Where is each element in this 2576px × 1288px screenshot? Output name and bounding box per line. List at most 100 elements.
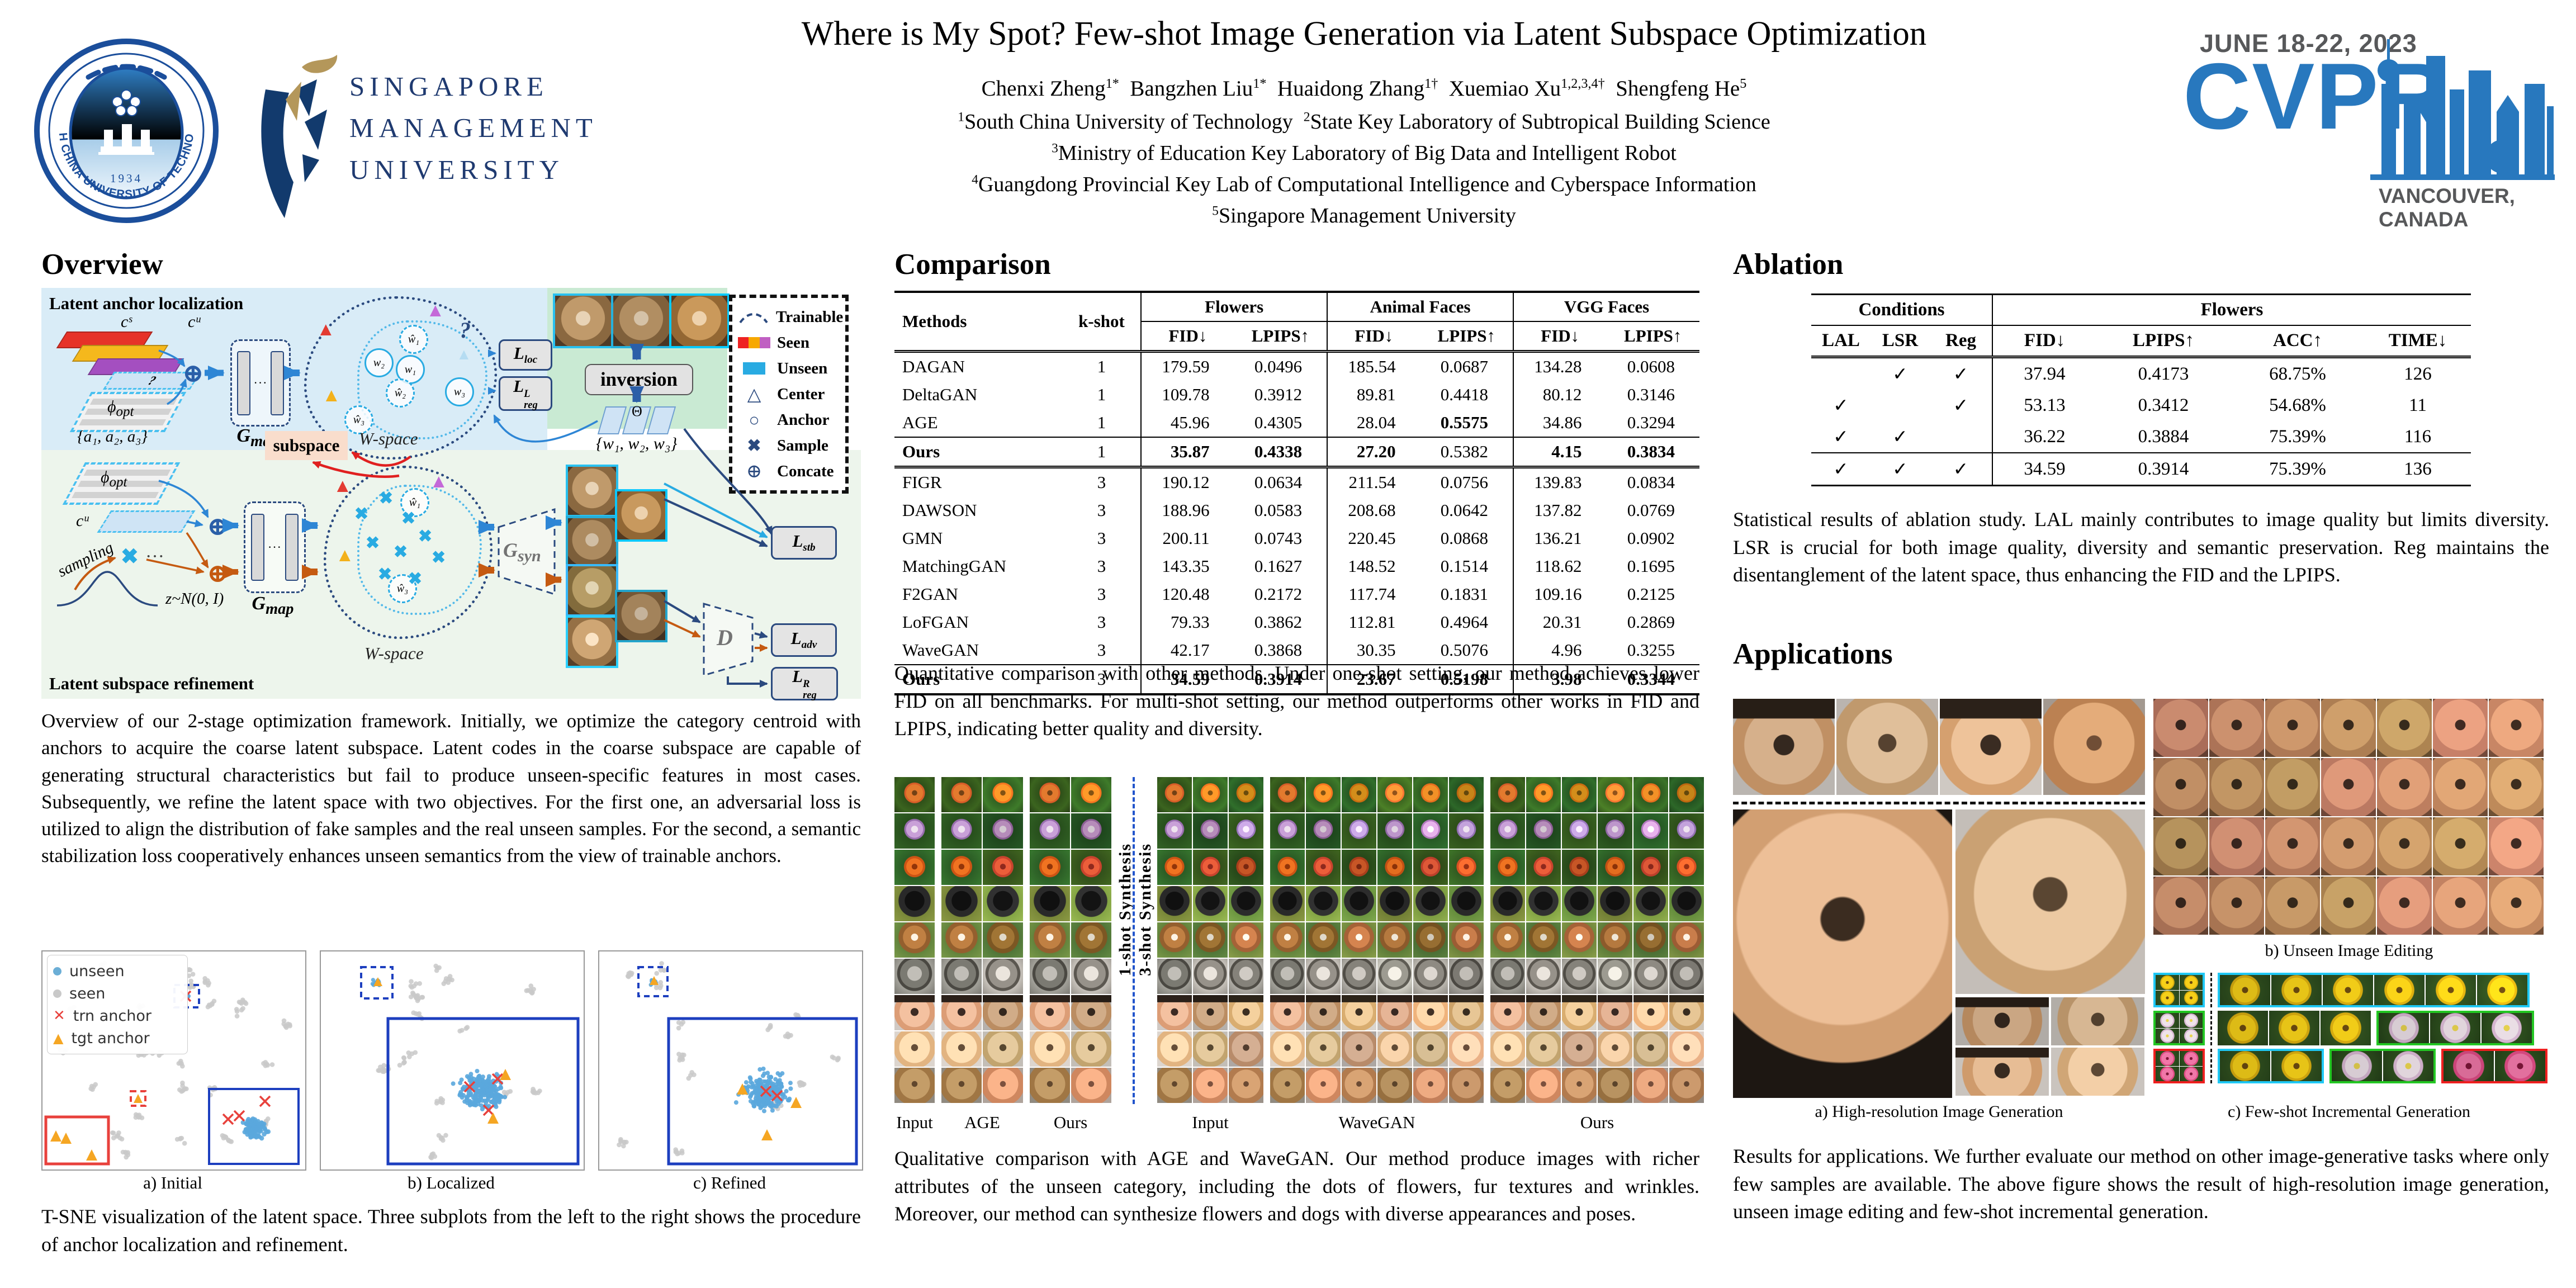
result-image xyxy=(1342,813,1376,849)
center-marker-yellow2: ▲ xyxy=(335,545,354,566)
result-image xyxy=(1306,922,1341,958)
result-image xyxy=(1526,959,1561,994)
incremental-result-image xyxy=(2383,1051,2433,1081)
edited-face-image xyxy=(2489,758,2544,816)
result-image xyxy=(1193,959,1228,994)
seen-dot-icon xyxy=(53,989,61,998)
result-image xyxy=(1526,813,1561,849)
comparison-table: Methods k-shot Flowers Animal Faces VGG Face… xyxy=(894,291,1699,695)
edited-face-image xyxy=(2377,699,2432,757)
phi-opt-label-1: ϕopt xyxy=(107,397,134,419)
result-image xyxy=(1306,850,1341,885)
result-image xyxy=(1306,995,1341,1030)
edited-face-image xyxy=(2321,817,2376,875)
result-image xyxy=(1413,777,1448,812)
incremental-group xyxy=(2329,1049,2436,1083)
result-image xyxy=(1526,1068,1561,1103)
trainable-arc-icon xyxy=(739,313,768,324)
sample-x: ✖ xyxy=(379,489,394,508)
app-caption-a: a) High-resolution Image Generation xyxy=(1815,1102,2063,1121)
result-image xyxy=(1306,813,1341,849)
result-image xyxy=(1449,922,1484,958)
sample-x: ✖ xyxy=(408,570,423,588)
result-image xyxy=(1030,1068,1070,1103)
section-comparison: Comparison xyxy=(894,248,1051,281)
result-image xyxy=(1413,959,1448,994)
result-image xyxy=(1071,959,1111,994)
result-image xyxy=(1157,1031,1192,1067)
scut-seal-icon: 1934 SOUTH CHINA UNIVERSITY OF TECHNOLOG… xyxy=(28,27,219,223)
few-shot-input xyxy=(2156,1013,2179,1028)
result-image xyxy=(1270,995,1305,1030)
result-image xyxy=(1229,922,1263,958)
result-image xyxy=(1669,1068,1704,1103)
incremental-result-image xyxy=(2269,1011,2319,1045)
svg-text:1934: 1934 xyxy=(110,172,143,185)
result-image xyxy=(1377,959,1412,994)
result-image xyxy=(1342,886,1376,921)
fake-image xyxy=(566,465,618,517)
result-image xyxy=(1449,886,1484,921)
result-image xyxy=(1449,959,1484,994)
result-image xyxy=(894,1031,935,1067)
incremental-result-image xyxy=(2271,1051,2322,1081)
cvpr-logo: CVPR xyxy=(2183,44,2449,149)
edited-face-image xyxy=(2433,758,2488,816)
result-image xyxy=(1490,777,1525,812)
column-label: AGE xyxy=(964,1112,1000,1132)
result-image xyxy=(1598,850,1632,885)
section-overview: Overview xyxy=(41,248,163,281)
result-image xyxy=(1633,813,1668,849)
edited-face-image xyxy=(2377,758,2432,816)
result-image xyxy=(1490,1031,1525,1067)
anchor-icon: ○ xyxy=(749,409,760,430)
affiliation-line: 4Guangdong Provincial Key Lab of Computa… xyxy=(972,172,1756,196)
center-icon: △ xyxy=(747,384,761,404)
result-image xyxy=(1157,1068,1192,1103)
result-image xyxy=(1377,777,1412,812)
tsne-caption-b: b) Localized xyxy=(408,1173,495,1192)
edited-face-image xyxy=(2489,877,2544,935)
few-shot-input-box xyxy=(2153,1011,2205,1045)
incremental-result-image xyxy=(2374,975,2425,1005)
result-image xyxy=(1562,850,1597,885)
result-image xyxy=(1490,850,1525,885)
result-image xyxy=(1342,1031,1376,1067)
result-image xyxy=(1490,995,1525,1030)
result-image xyxy=(941,850,982,885)
center-marker-faded: ▲ xyxy=(456,346,472,363)
anchor-wh3: ŵ₃ xyxy=(344,405,373,434)
result-image xyxy=(1306,886,1341,921)
result-image xyxy=(1229,850,1263,885)
center-marker-purple2: ▲ xyxy=(429,471,448,492)
inversion-box: inversion xyxy=(585,364,693,395)
result-image xyxy=(1413,922,1448,958)
ablation-table: Conditions Flowers LAL LSR Reg FID↓ LPIPS↑ ACC↑… xyxy=(1811,293,2471,486)
few-shot-input xyxy=(2179,990,2203,1005)
edited-face-image xyxy=(2153,817,2208,875)
result-image xyxy=(941,777,982,812)
concat-op-3: ⊕ xyxy=(207,559,229,588)
anchor-w2: w₂ xyxy=(364,348,394,377)
result-image xyxy=(1377,1068,1412,1103)
result-image xyxy=(983,1031,1023,1067)
highres-small-grid xyxy=(1955,997,2144,1096)
sample-x: ✖ xyxy=(432,548,446,567)
few-shot-input xyxy=(2156,1028,2179,1043)
cvpr-skyline-icon xyxy=(2370,17,2555,187)
result-image xyxy=(1193,995,1228,1030)
few-shot-input xyxy=(2179,1051,2203,1066)
highres-result-image xyxy=(1733,809,1952,1098)
input-face-image xyxy=(2043,699,2145,795)
affiliation-line: 1South China University of Technology 2S… xyxy=(958,110,1770,134)
seen-icon xyxy=(738,337,770,348)
qualitative-left-grid xyxy=(894,777,1111,1104)
result-image xyxy=(1377,922,1412,958)
theta-label: Θ xyxy=(632,403,642,419)
result-image xyxy=(1071,886,1111,921)
incremental-result-image xyxy=(2220,975,2270,1005)
result-image xyxy=(1413,1031,1448,1067)
result-image xyxy=(1562,777,1597,812)
result-image xyxy=(1598,995,1632,1030)
cvpr-date: JUNE 18-22, 2023 xyxy=(2200,29,2417,58)
